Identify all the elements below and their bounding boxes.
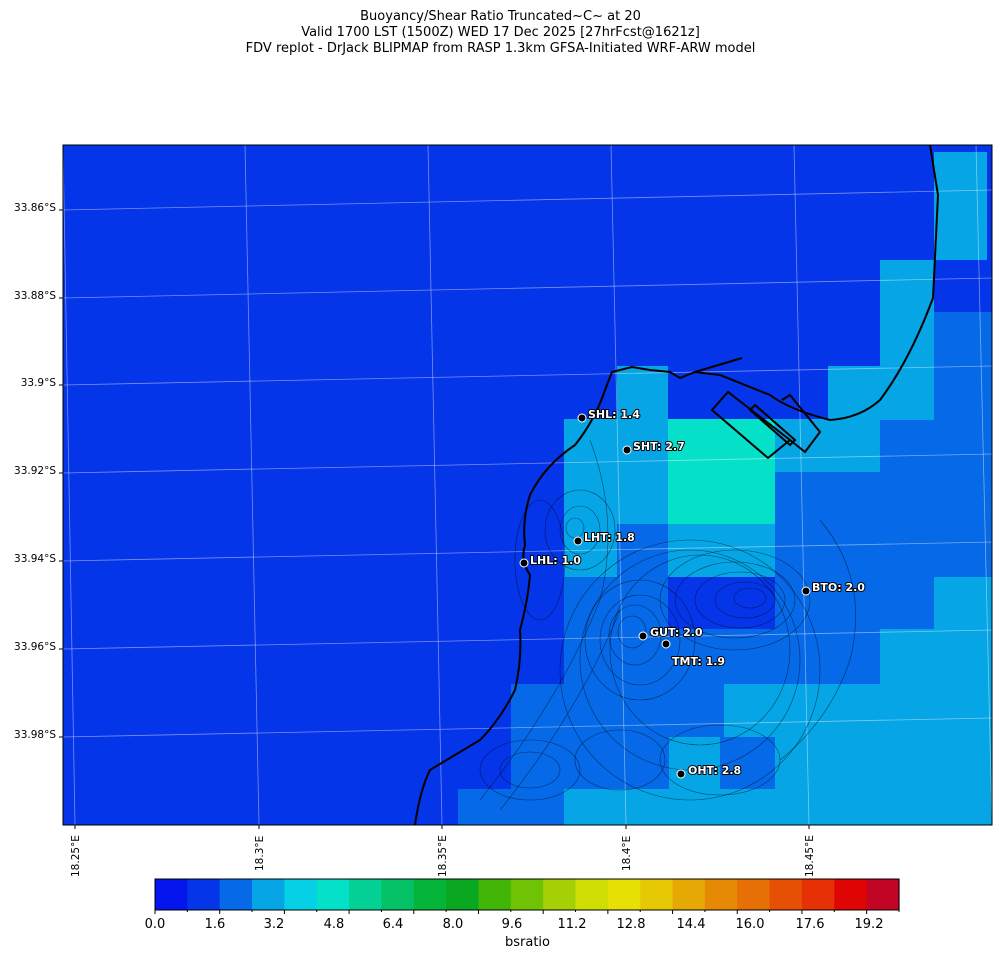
colorbar-tick-label: 9.6 bbox=[501, 917, 523, 932]
station-marker-tmt bbox=[661, 639, 671, 649]
colorbar-segment bbox=[284, 879, 318, 910]
colorbar-ticks bbox=[154, 910, 900, 914]
colorbar-tick-label: 1.6 bbox=[204, 917, 226, 932]
lon-label-18-25: 18.25°E bbox=[70, 835, 82, 877]
station-label-sht: SHT: 2.7 bbox=[633, 440, 685, 453]
colorbar-segment bbox=[672, 879, 706, 910]
valid-time-line: Valid 1700 LST (1500Z) WED 17 Dec 2025 [… bbox=[301, 25, 700, 40]
colorbar-tick-label: 16.0 bbox=[735, 917, 765, 932]
colorbar-tick-label: 4.8 bbox=[323, 917, 345, 932]
station-marker-gut bbox=[638, 631, 648, 641]
field-cells-cyan bbox=[668, 419, 775, 524]
colorbar-segment bbox=[575, 879, 609, 910]
colorbar-segment bbox=[834, 879, 868, 910]
colorbar-segment bbox=[381, 879, 415, 910]
colorbar-tick-label: 14.4 bbox=[676, 917, 706, 932]
colorbar-segment bbox=[252, 879, 285, 910]
colorbar-segment bbox=[737, 879, 771, 910]
coastline bbox=[414, 145, 940, 825]
colorbar-segment bbox=[316, 879, 350, 910]
station-label-oht: OHT: 2.8 bbox=[688, 764, 741, 777]
station-marker-shl bbox=[577, 413, 587, 423]
lat-label-33-98: 33.98°S bbox=[14, 729, 56, 741]
station-marker-lht bbox=[573, 536, 583, 546]
lon-label-18-3: 18.3°E bbox=[254, 835, 266, 871]
colorbar-tick-label: 12.8 bbox=[616, 917, 646, 932]
terrain-contours bbox=[479, 439, 856, 811]
station-marker-oht bbox=[676, 769, 686, 779]
colorbar-segment bbox=[769, 879, 803, 910]
station-marker-lhl bbox=[519, 558, 529, 568]
colorbar-segment bbox=[640, 879, 674, 910]
lat-label-33-88: 33.88°S bbox=[14, 290, 56, 302]
colorbar-segment bbox=[510, 879, 544, 910]
lat-label-33-9: 33.9°S bbox=[20, 377, 56, 389]
colorbar-tick-label: 3.2 bbox=[263, 917, 285, 932]
station-label-gut: GUT: 2.0 bbox=[650, 626, 703, 639]
lat-label-33-94: 33.94°S bbox=[14, 553, 56, 565]
colorbar-tick-label: 0.0 bbox=[144, 917, 166, 932]
colorbar-segment bbox=[187, 879, 221, 910]
colorbar-segment bbox=[349, 879, 383, 910]
graticule bbox=[63, 145, 992, 825]
colorbar bbox=[155, 879, 900, 910]
station-marker-bto bbox=[801, 586, 811, 596]
colorbar-frame bbox=[154, 878, 900, 911]
colorbar-segment bbox=[543, 879, 577, 910]
station-label-lht: LHT: 1.8 bbox=[584, 531, 635, 544]
model-source-line: FDV replot - DrJack BLIPMAP from RASP 1.… bbox=[245, 41, 756, 56]
station-label-tmt: TMT: 1.9 bbox=[672, 655, 725, 668]
lon-label-18-4: 18.4°E bbox=[621, 835, 633, 871]
lat-label-33-92: 33.92°S bbox=[14, 465, 56, 477]
map-area: SHL: 1.4 SHT: 2.7 LHT: 1.8 LHL: 1.0 BTO:… bbox=[63, 145, 992, 825]
colorbar-tick-label: 6.4 bbox=[382, 917, 404, 932]
station-marker-sht bbox=[622, 445, 632, 455]
map-frame bbox=[62, 144, 993, 826]
colorbar-tick-label: 8.0 bbox=[442, 917, 464, 932]
colorbar-segment bbox=[478, 879, 512, 910]
station-markers bbox=[519, 413, 811, 779]
station-label-shl: SHL: 1.4 bbox=[588, 408, 640, 421]
lat-ticks bbox=[59, 209, 63, 738]
colorbar-segment bbox=[155, 879, 188, 910]
lat-label-33-86: 33.86°S bbox=[14, 202, 56, 214]
colorbar-segment bbox=[704, 879, 738, 910]
colorbar-label: bsratio bbox=[505, 935, 550, 950]
station-label-lhl: LHL: 1.0 bbox=[530, 554, 581, 567]
colorbar-segment bbox=[446, 879, 480, 910]
lon-label-18-35: 18.35°E bbox=[437, 835, 449, 877]
colorbar-segment bbox=[219, 879, 253, 910]
harbour-outline bbox=[694, 357, 822, 460]
colorbar-segment bbox=[413, 879, 447, 910]
colorbar-segment bbox=[866, 879, 900, 910]
colorbar-segment bbox=[801, 879, 835, 910]
colorbar-segment bbox=[607, 879, 641, 910]
colorbar-tick-label: 11.2 bbox=[557, 917, 587, 932]
lon-label-18-45: 18.45°E bbox=[804, 835, 816, 877]
station-label-bto: BTO: 2.0 bbox=[812, 581, 865, 594]
lat-label-33-96: 33.96°S bbox=[14, 641, 56, 653]
colorbar-tick-label: 19.2 bbox=[854, 917, 884, 932]
colorbar-tick-label: 17.6 bbox=[795, 917, 825, 932]
lon-ticks bbox=[74, 825, 810, 829]
map-title: Buoyancy/Shear Ratio Truncated~C~ at 20 bbox=[360, 9, 641, 24]
